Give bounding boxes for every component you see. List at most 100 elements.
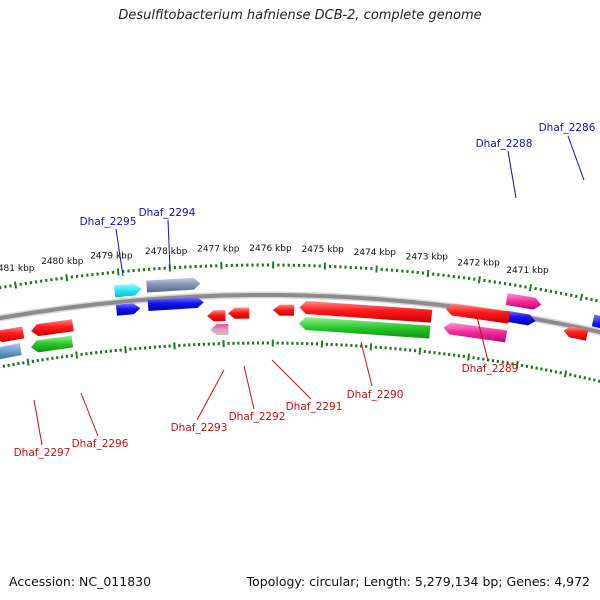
outer-scale-tick (590, 297, 593, 302)
gene-label-dhaf-2294: Dhaf_2294 (139, 207, 196, 219)
outer-scale-tick (554, 290, 558, 295)
inner-scale-tick (588, 377, 591, 381)
outer-scale-tick (534, 287, 537, 291)
scale-label: 2474 kbp (354, 248, 397, 258)
gene-label-dhaf-2291: Dhaf_2291 (286, 401, 343, 413)
inner-scale-tick (554, 370, 558, 374)
scale-label: 2476 kbp (249, 244, 292, 254)
scale-label: 2471 kbp (506, 266, 549, 276)
inner-scale-tick (418, 347, 422, 355)
gene-dhaf-2297 (0, 343, 22, 360)
inner-scale-tick (525, 364, 529, 368)
scale-label: 2472 kbp (457, 259, 500, 269)
gene-label-dhaf-2297-leader (33, 399, 43, 446)
outer-scale-tick (595, 298, 598, 303)
gene-label-dhaf-2290: Dhaf_2290 (347, 389, 404, 401)
gene-label-dhaf-2289-leader (476, 316, 489, 362)
inner-scale-tick (75, 351, 79, 359)
gene-label-dhaf-2288: Dhaf_2288 (476, 138, 533, 150)
gene-label-dhaf-2286-leader (567, 135, 585, 181)
gene-red-2289a (445, 303, 511, 324)
gene-dhaf-2289 (443, 322, 508, 343)
gene-dhaf-2291 (299, 301, 433, 323)
outer-scale-tick (34, 280, 38, 284)
gene-label-dhaf-2297: Dhaf_2297 (14, 447, 71, 459)
scale-label: 2473 kbp (406, 252, 449, 262)
outer-scale-tick (65, 274, 69, 282)
gene-label-dhaf-2295: Dhaf_2295 (80, 216, 137, 228)
genome-backbone (0, 291, 600, 336)
outer-scale-tick (513, 283, 517, 287)
genome-summary-text: Topology: circular; Length: 5,279,134 bp… (246, 574, 590, 589)
scale-label: 2477 kbp (197, 245, 240, 255)
gene-label-dhaf-2294-leader (167, 219, 171, 269)
outer-scale-tick (14, 281, 18, 289)
scale-labels: 2481 kbp 2480 kbp 2479 kbp 2478 kbp 2477 kbp… (0, 244, 549, 276)
scale-label: 2478 kbp (145, 247, 188, 257)
inner-scale-tick (506, 361, 509, 365)
outer-scale-tick (0, 285, 2, 290)
inner-scale-tick (369, 343, 373, 351)
gene-label-dhaf-2292-leader (243, 365, 255, 410)
inner-scale-tick (17, 362, 20, 366)
gene-label-dhaf-2292: Dhaf_2292 (229, 411, 286, 423)
inner-scale-tick (26, 358, 30, 366)
gene-label-dhaf-2288-leader (507, 150, 517, 199)
outer-scale-tick (569, 293, 573, 298)
gene-label-dhaf-2286: Dhaf_2286 (539, 122, 596, 134)
inner-scale-tick (544, 368, 548, 372)
gene-dhaf-2295-blue (115, 303, 141, 316)
inner-scale-tick (540, 367, 543, 371)
gene-dhaf-2286-forward (591, 314, 600, 329)
outer-scale-tick (574, 294, 578, 299)
gene-label-dhaf-2296-leader (80, 392, 99, 437)
gene-dhaf-2288-forward (505, 293, 542, 310)
gene-dhaf-2294-blue (147, 297, 204, 311)
inner-scale-tick (496, 359, 500, 364)
outer-scale-tick (9, 284, 12, 288)
outer-scale-tick (375, 265, 378, 273)
outer-scale-tick (585, 296, 588, 301)
gene-dhaf-2288-blue (503, 310, 536, 326)
inner-scale-tick (12, 362, 15, 367)
inner-scale-tick (530, 365, 534, 369)
gene-label-dhaf-2295-leader (115, 228, 124, 277)
inner-scale-tick (472, 356, 475, 360)
inner-scale-tick (511, 362, 514, 366)
gene-label-dhaf-2291-leader (271, 359, 312, 400)
outer-scale-tick (39, 279, 43, 283)
gene-red-2297a (0, 326, 25, 343)
inner-scale-tick (549, 369, 553, 373)
outer-scale-tick (559, 291, 563, 295)
gene-dhaf-2294-slate (146, 277, 201, 293)
outer-scale-tick (564, 292, 568, 297)
scale-label: 2479 kbp (90, 252, 133, 262)
gene-dhaf-2290 (299, 317, 431, 339)
scale-label: 2475 kbp (301, 245, 344, 255)
gene-red-2296a (31, 319, 74, 337)
page-title: Desulfitobacterium hafniense DCB-2, comp… (118, 8, 482, 23)
outer-scale-tick (528, 284, 533, 292)
inner-scale-tick (124, 346, 127, 354)
outer-scale-tick (116, 268, 120, 276)
inner-scale-tick (36, 358, 40, 363)
scale-label: 2481 kbp (0, 264, 35, 274)
outer-scale-tick (539, 287, 543, 292)
inner-scale-tick (520, 363, 524, 368)
gene-dhaf-2293 (210, 323, 229, 336)
inner-scale-tick (563, 370, 568, 378)
inner-scale-tick (592, 378, 596, 382)
gene-red-right (563, 326, 589, 341)
inner-scale-tick (7, 363, 10, 367)
inner-scale-tick (467, 353, 471, 361)
outer-scale-tick (426, 269, 430, 278)
outer-scale-tick (477, 276, 481, 284)
inner-scale-tick (578, 375, 582, 379)
gene-label-dhaf-2289: Dhaf_2289 (462, 363, 519, 375)
gene-red-small-1 (207, 310, 226, 322)
gene-dhaf-2292 (272, 304, 295, 316)
gene-label-dhaf-2296: Dhaf_2296 (72, 438, 129, 450)
outer-scale-tick (4, 285, 7, 289)
gene-label-dhaf-2293-leader (196, 369, 225, 421)
